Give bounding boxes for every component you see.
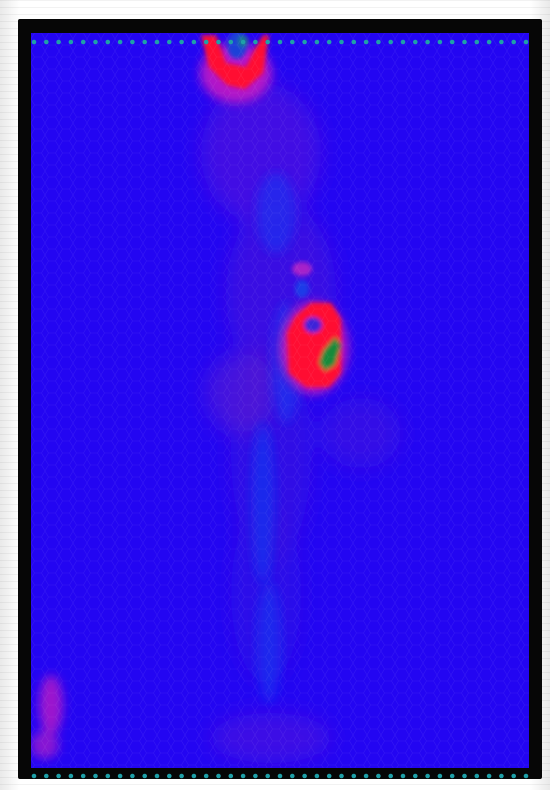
edge-marker xyxy=(425,39,430,45)
edge-marker xyxy=(80,39,86,45)
edge-marker xyxy=(302,39,307,45)
edge-marker xyxy=(523,39,529,45)
edge-marker xyxy=(142,39,147,45)
edge-marker xyxy=(339,39,344,45)
edge-marker xyxy=(105,773,111,779)
edge-marker xyxy=(523,773,529,779)
edge-marker xyxy=(474,39,480,45)
edge-marker xyxy=(105,39,111,45)
edge-marker xyxy=(80,773,86,779)
edge-marker xyxy=(56,773,61,779)
edge-marker xyxy=(376,39,381,45)
top-edge-markers xyxy=(31,30,529,45)
edge-marker xyxy=(363,39,369,45)
edge-marker xyxy=(474,773,480,779)
bottom-edge-markers xyxy=(31,764,529,779)
edge-marker xyxy=(68,39,74,45)
edge-marker xyxy=(326,773,332,779)
edge-marker xyxy=(413,39,418,45)
edge-marker xyxy=(203,773,209,779)
edge-marker xyxy=(240,39,246,45)
edge-marker xyxy=(499,39,504,45)
edge-marker xyxy=(31,39,37,45)
edge-marker xyxy=(253,39,258,45)
edge-marker xyxy=(154,39,160,45)
edge-marker xyxy=(31,773,37,779)
edge-marker xyxy=(486,39,492,45)
edge-marker xyxy=(93,39,98,45)
edge-marker xyxy=(437,39,443,45)
edge-marker xyxy=(511,773,516,779)
edge-marker xyxy=(351,773,357,779)
edge-marker xyxy=(400,39,406,45)
edge-marker xyxy=(191,773,197,779)
edge-marker xyxy=(130,39,135,45)
edge-marker xyxy=(203,39,209,45)
edge-marker xyxy=(44,39,49,45)
edge-marker xyxy=(376,773,381,779)
edge-marker xyxy=(486,773,492,779)
edge-marker xyxy=(314,773,320,779)
edge-marker xyxy=(265,39,270,45)
edge-marker xyxy=(314,39,320,45)
edge-marker xyxy=(290,773,295,779)
edge-marker xyxy=(511,39,516,45)
heatmap-area xyxy=(31,33,529,768)
edge-marker xyxy=(167,773,172,779)
edge-marker xyxy=(462,39,467,45)
edge-marker xyxy=(68,773,74,779)
edge-marker xyxy=(117,39,123,45)
edge-marker xyxy=(425,773,430,779)
edge-marker xyxy=(130,773,135,779)
edge-marker xyxy=(388,773,394,779)
edge-marker xyxy=(277,773,283,779)
edge-marker xyxy=(302,773,307,779)
edge-marker xyxy=(449,39,455,45)
edge-marker xyxy=(216,39,221,45)
edge-marker xyxy=(228,39,234,45)
edge-marker xyxy=(240,773,246,779)
edge-marker xyxy=(462,773,467,779)
edge-marker xyxy=(56,39,61,45)
edge-marker xyxy=(413,773,418,779)
edge-marker xyxy=(117,773,123,779)
edge-marker xyxy=(363,773,369,779)
edge-marker xyxy=(339,773,344,779)
edge-marker xyxy=(167,39,172,45)
edge-marker xyxy=(228,773,234,779)
heatmap-canvas xyxy=(31,33,529,768)
edge-marker xyxy=(191,39,197,45)
edge-marker xyxy=(290,39,295,45)
edge-marker xyxy=(388,39,394,45)
edge-marker xyxy=(142,773,147,779)
edge-marker xyxy=(499,773,504,779)
edge-marker xyxy=(253,773,258,779)
edge-marker xyxy=(449,773,455,779)
edge-marker xyxy=(437,773,443,779)
edge-marker xyxy=(93,773,98,779)
edge-marker xyxy=(44,773,49,779)
edge-marker xyxy=(326,39,332,45)
edge-marker xyxy=(400,773,406,779)
edge-marker xyxy=(265,773,270,779)
hex-texture xyxy=(31,33,529,768)
edge-marker xyxy=(351,39,357,45)
edge-marker xyxy=(179,39,184,45)
edge-marker xyxy=(216,773,221,779)
edge-marker xyxy=(179,773,184,779)
edge-marker xyxy=(277,39,283,45)
edge-marker xyxy=(154,773,160,779)
